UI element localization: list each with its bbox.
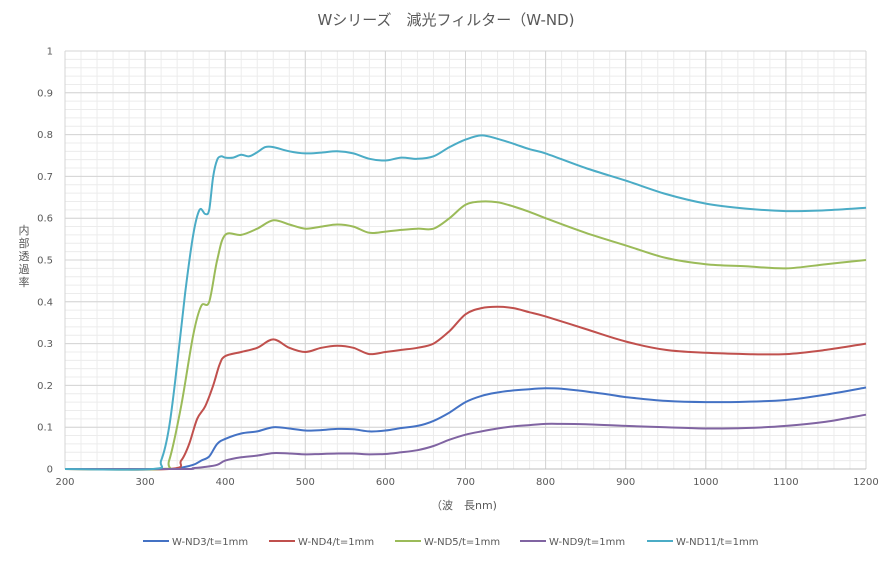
legend-item: W-ND9/t=1mm [520, 537, 625, 548]
legend-item: W-ND4/t=1mm [269, 537, 374, 548]
series-line-w-nd9 [64, 413, 867, 471]
x-tick-label: 1000 [693, 477, 718, 488]
legend-label: W-ND4/t=1mm [298, 537, 374, 548]
grid [64, 50, 867, 470]
series-line-w-nd11 [64, 134, 867, 471]
y-tick-label: 0.3 [37, 339, 53, 350]
legend-label: W-ND11/t=1mm [676, 537, 759, 548]
legend-label: W-ND3/t=1mm [172, 537, 248, 548]
y-tick-label: 0.1 [37, 423, 53, 434]
series-group [64, 134, 867, 471]
y-tick-label: 0.6 [37, 214, 53, 225]
x-axis-label: （波 長nm) [431, 499, 497, 512]
y-tick-label: 0 [47, 465, 53, 476]
axes: 200 300 400 500 600 700 800 900 1000 1100 1200 0 0.1… [37, 47, 879, 489]
series-line-w-nd3 [64, 386, 867, 471]
x-tick-label: 900 [616, 477, 635, 488]
x-tick-label: 400 [216, 477, 235, 488]
legend-item: W-ND5/t=1mm [395, 537, 500, 548]
x-tick-label: 600 [376, 477, 395, 488]
y-tick-label: 1 [47, 47, 53, 58]
x-tick-label: 500 [296, 477, 315, 488]
series-line-w-nd4 [64, 305, 867, 471]
legend-label: W-ND9/t=1mm [549, 537, 625, 548]
y-tick-label: 0.4 [37, 297, 53, 308]
series-line-w-nd5 [64, 200, 867, 471]
x-tick-label: 1200 [853, 477, 878, 488]
y-axis-label: 内部透過率 [19, 223, 30, 289]
y-tick-label: 0.9 [37, 88, 53, 99]
y-tick-label: 0.2 [37, 381, 53, 392]
y-tick-label: 0.5 [37, 256, 53, 267]
x-tick-label: 300 [136, 477, 155, 488]
legend: W-ND3/t=1mm W-ND4/t=1mm W-ND5/t=1mm W-ND9/t… [143, 537, 759, 548]
legend-label: W-ND5/t=1mm [424, 537, 500, 548]
legend-item: W-ND11/t=1mm [647, 537, 759, 548]
y-axis-label-text: 内部透過率 [19, 223, 30, 289]
x-tick-label: 1100 [773, 477, 798, 488]
x-tick-label: 700 [456, 477, 475, 488]
y-tick-label: 0.8 [37, 130, 53, 141]
x-tick-label: 800 [536, 477, 555, 488]
x-tick-label: 200 [55, 477, 74, 488]
chart-title: Wシリーズ 減光フィルター（W-ND) [317, 11, 574, 29]
y-tick-label: 0.7 [37, 172, 53, 183]
legend-item: W-ND3/t=1mm [143, 537, 248, 548]
